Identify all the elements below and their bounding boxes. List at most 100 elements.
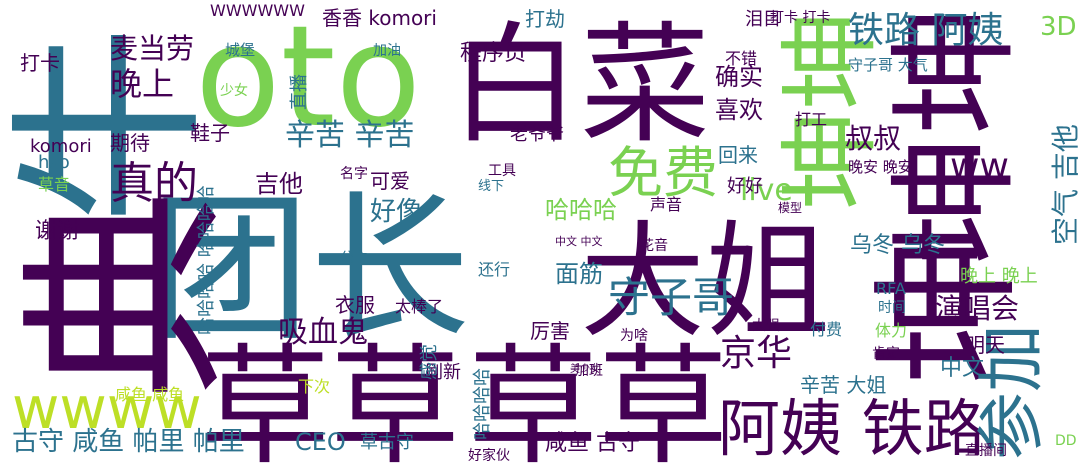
word: 还行	[478, 260, 510, 279]
word: 可爱	[370, 169, 410, 193]
word: 草草	[468, 331, 728, 463]
word: 铁路 阿姨	[848, 10, 1003, 51]
word: 肯定	[872, 346, 900, 362]
word: 厉害	[530, 319, 570, 343]
word: 守子哥 大气	[848, 56, 928, 74]
word: 辛苦 大姐	[800, 373, 886, 397]
word: 公主	[340, 250, 368, 266]
word: 喜欢	[715, 96, 763, 124]
word: 草音	[38, 175, 70, 194]
word: WWWWWW	[210, 1, 305, 20]
word: 3D	[1040, 12, 1077, 42]
word: 咸鱼 咸鱼	[115, 385, 184, 404]
word: 中文 中文	[555, 234, 603, 248]
word: oto	[195, 0, 421, 159]
word: 模型	[778, 201, 802, 215]
word: 叔叔	[845, 122, 901, 155]
word: 哈哈哈	[545, 196, 617, 224]
word: 直播间	[965, 442, 1007, 459]
word: 空气 吉他	[1049, 124, 1080, 245]
word: 好家伙	[468, 447, 510, 463]
word: 声音	[650, 195, 682, 214]
word: 乌冬 乌冬	[850, 233, 945, 258]
word: 阿姨 铁路	[718, 392, 986, 463]
word: 回来	[718, 143, 758, 167]
word: 打劫	[525, 7, 565, 31]
word: 时间	[878, 300, 906, 316]
word: 太棒了	[395, 297, 443, 316]
word: RFA	[876, 279, 906, 298]
word: 好好	[727, 176, 763, 197]
word: 草草	[200, 331, 460, 463]
word: live	[740, 173, 793, 208]
word: CEO	[295, 428, 346, 456]
word: 期待	[110, 131, 150, 155]
word: 为啥	[620, 328, 648, 344]
word: 吸血鬼	[278, 315, 368, 350]
word: komori	[30, 136, 92, 157]
word: 坤坤	[772, 10, 889, 210]
word: 少女	[220, 82, 248, 99]
word: 名字	[340, 166, 368, 182]
word: 中文	[940, 356, 984, 381]
word: 麦当劳	[110, 32, 194, 65]
word: 太强	[752, 318, 780, 334]
word: 明天	[965, 333, 1005, 357]
word: 谢谢	[35, 219, 79, 244]
word: 参加	[973, 324, 1052, 460]
word: hso	[38, 152, 70, 173]
word: 晚安 晚安	[848, 158, 913, 176]
word: 典	[5, 190, 250, 400]
word: 老爷爷	[510, 124, 564, 145]
word: 衣服	[335, 293, 375, 317]
word: 古守 咸鱼 帕里 帕里	[12, 427, 245, 457]
word: 加班	[575, 363, 603, 379]
word: 打卡	[20, 51, 60, 75]
word: wwww	[12, 374, 202, 442]
word: 不错	[725, 49, 757, 68]
word: 辛苦 辛苦	[285, 118, 415, 153]
word: 直播	[289, 74, 310, 110]
word: 坤	[862, 235, 1036, 385]
word: 鞋子	[190, 121, 230, 145]
word: 白菜	[450, 9, 710, 161]
word: 草古守	[360, 432, 414, 453]
word: 真的	[110, 158, 198, 209]
word: 线下	[478, 179, 504, 194]
word: 坤坤	[879, 5, 1031, 265]
word: ww	[950, 146, 1009, 187]
word: 好像	[370, 197, 422, 227]
word: 工具	[488, 163, 516, 179]
word: 确实	[715, 63, 763, 91]
word: 晚上	[110, 65, 174, 103]
word: 下次	[298, 377, 330, 396]
word: 哈哈哈哈 哈哈哈哈	[196, 185, 217, 335]
word: 花音	[640, 237, 668, 254]
word: 付费	[810, 320, 842, 339]
word: 晚上 晚上	[960, 266, 1038, 287]
word: 牛	[0, 25, 228, 225]
word: 大姐	[580, 210, 830, 355]
word: 哈哈哈哈	[472, 368, 493, 440]
word: 加油	[373, 43, 401, 59]
word: 程序员	[460, 41, 526, 66]
word: 面筋	[555, 260, 603, 288]
word: 体力	[875, 321, 907, 340]
word: 打工	[795, 110, 827, 129]
word: 守子哥	[608, 273, 734, 322]
word: 京华	[720, 333, 792, 374]
word: 泪目	[745, 9, 781, 30]
word: 感觉	[419, 344, 440, 380]
word: 吉他	[255, 170, 303, 198]
word: 团长	[150, 176, 470, 363]
word: 香香 komori	[322, 6, 437, 30]
word: 城堡	[225, 41, 255, 59]
word: 美少女	[570, 362, 600, 375]
word: DD	[1055, 433, 1077, 449]
word: 免费	[608, 141, 718, 205]
word: 打卡 打卡	[770, 9, 830, 26]
word: 咸鱼 古守	[545, 431, 640, 456]
